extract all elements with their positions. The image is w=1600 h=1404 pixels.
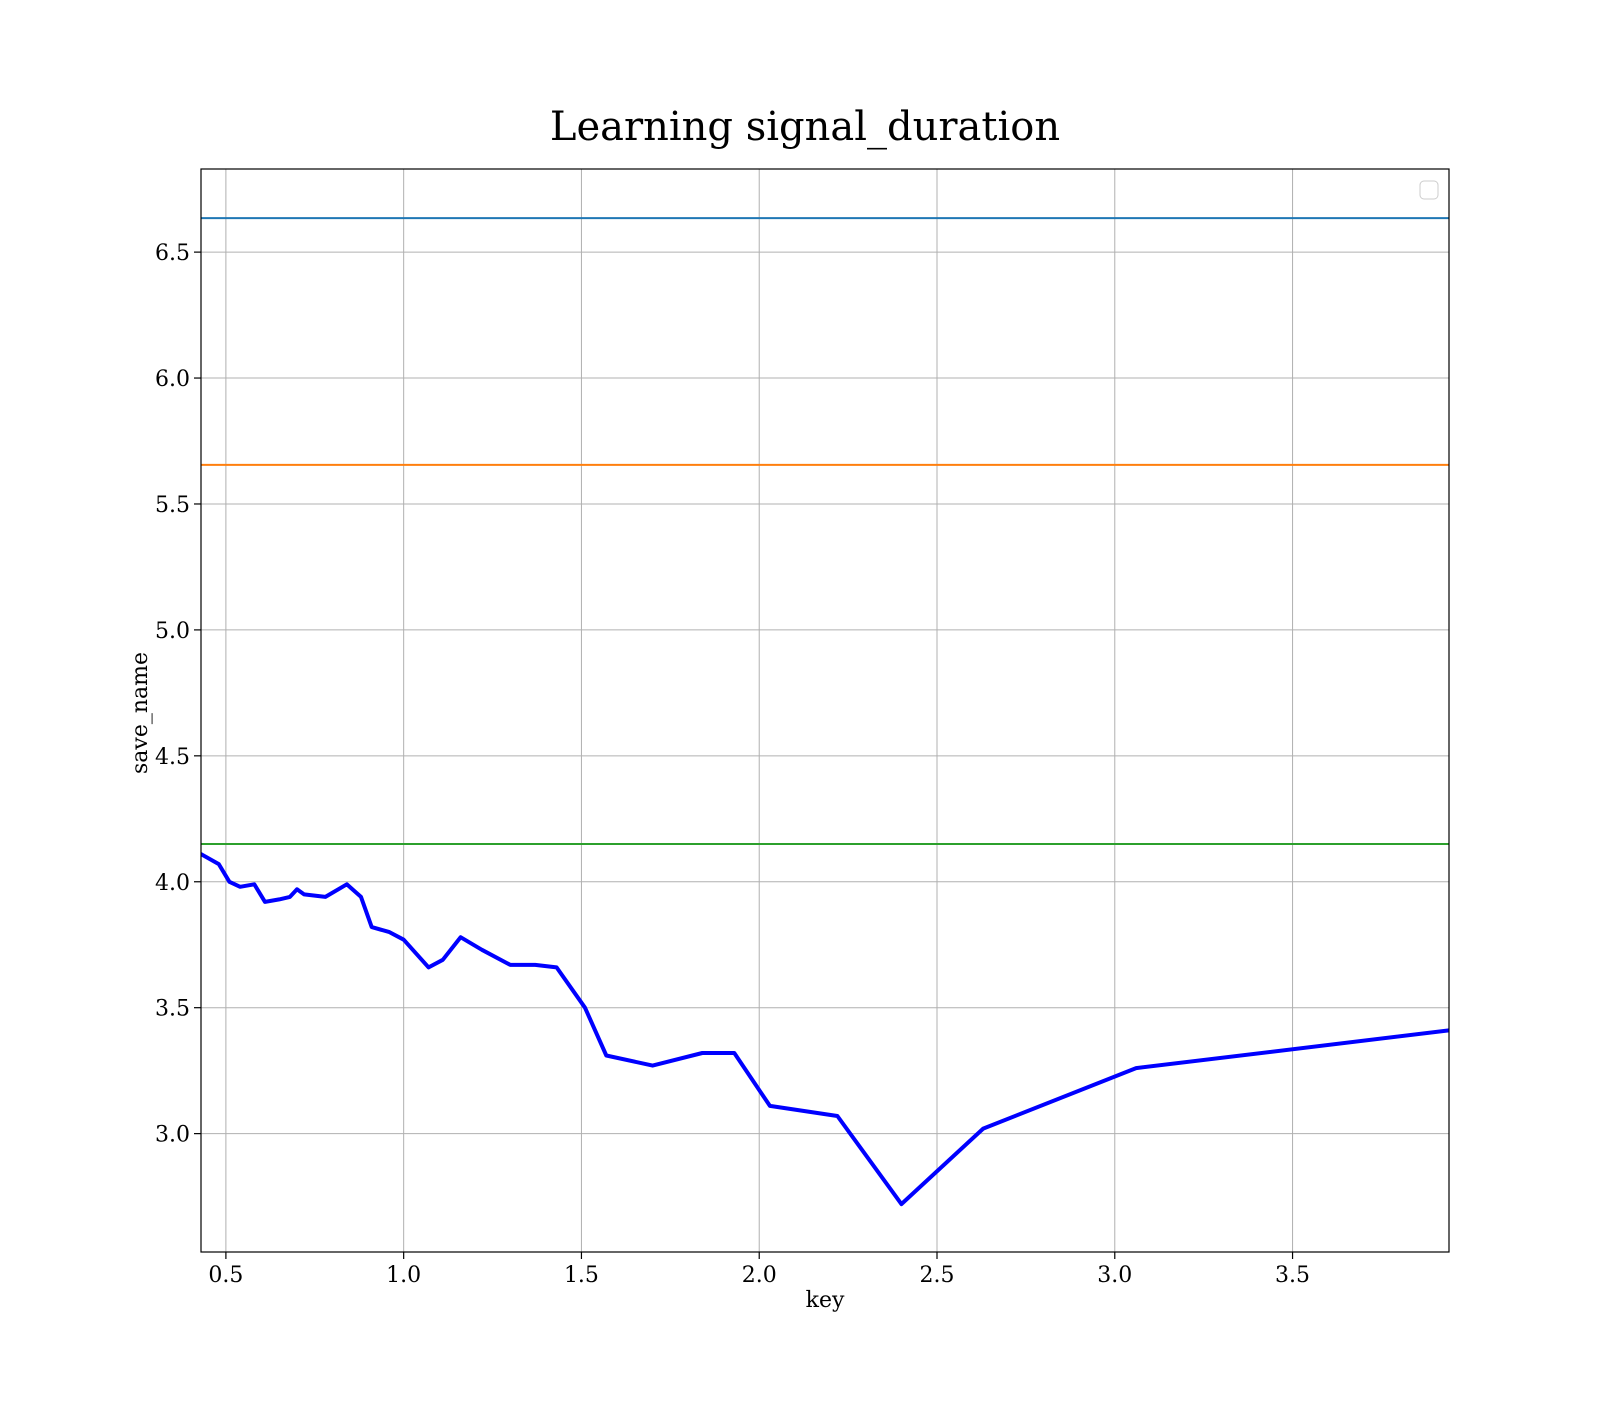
x-tick-label: 1.5 [564, 1263, 599, 1288]
y-tick-label: 4.0 [155, 871, 190, 896]
y-axis-label: save_name [128, 652, 153, 774]
grid [201, 169, 1449, 1252]
y-tick-label: 3.0 [155, 1123, 190, 1148]
x-tick-label: 0.5 [208, 1263, 243, 1288]
y-axis-ticks: 3.0 3.5 4.0 4.5 5.0 5.5 6.0 6.5 [155, 241, 201, 1148]
y-tick-label: 4.5 [155, 745, 190, 770]
y-tick-label: 6.0 [155, 367, 190, 392]
x-tick-label: 3.0 [1097, 1263, 1132, 1288]
x-axis-ticks: 0.5 1.0 1.5 2.0 2.5 3.0 3.5 [208, 1252, 1310, 1288]
series-line [201, 852, 1449, 1207]
series-lines [201, 852, 1449, 1207]
plot-frame [200, 168, 1450, 1253]
x-tick-label: 3.5 [1275, 1263, 1310, 1288]
x-tick-label: 2.0 [742, 1263, 777, 1288]
y-tick-label: 3.5 [155, 997, 190, 1022]
x-tick-label: 2.5 [920, 1263, 955, 1288]
x-axis-label: key [806, 1288, 845, 1313]
y-tick-label: 5.0 [155, 619, 190, 644]
reference-lines [201, 217, 1449, 845]
y-tick-label: 6.5 [155, 241, 190, 266]
y-tick-label: 5.5 [155, 493, 190, 518]
chart-title: Learning signal_duration [550, 104, 1060, 150]
x-tick-label: 1.0 [386, 1263, 421, 1288]
legend [1419, 180, 1439, 200]
